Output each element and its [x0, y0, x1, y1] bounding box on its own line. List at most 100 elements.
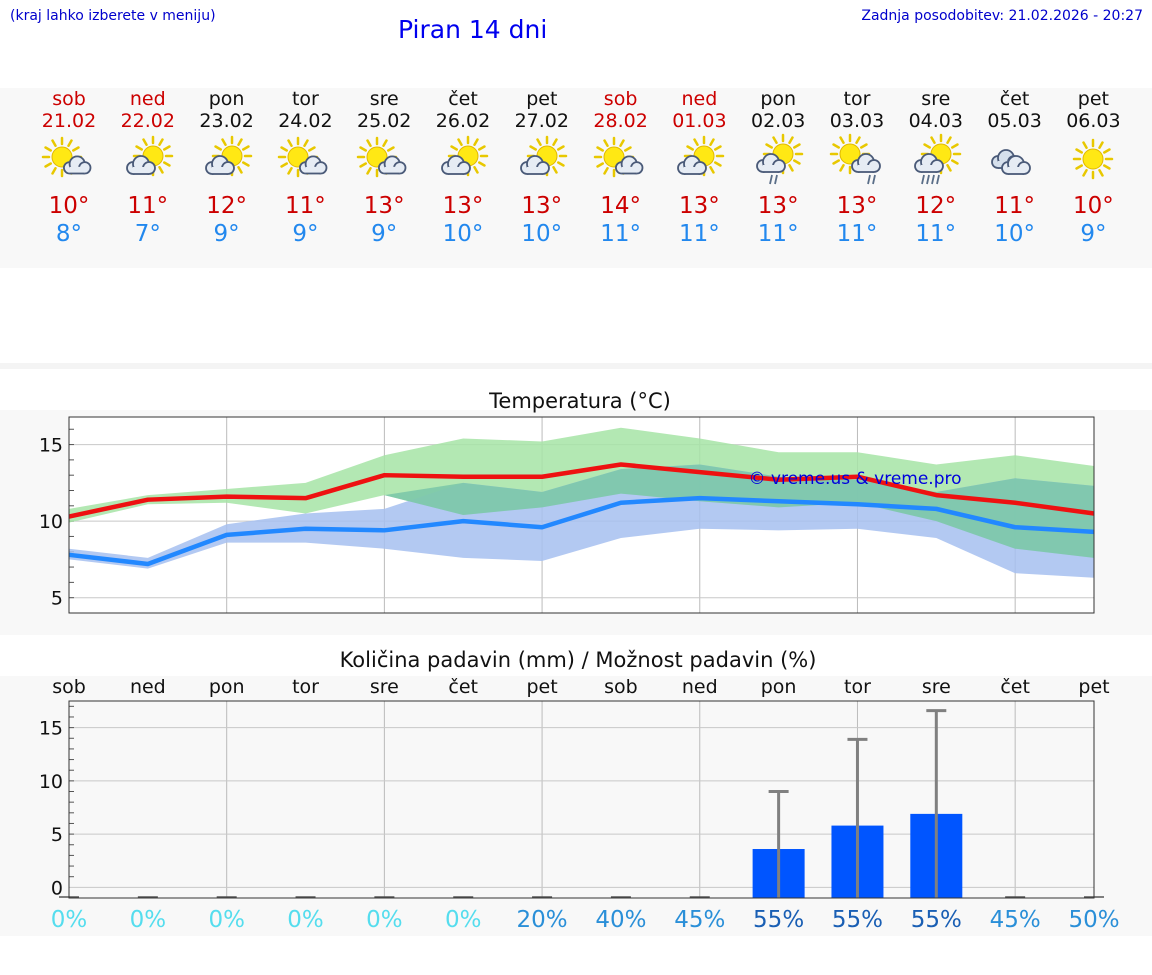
x-category-label: čet: [448, 676, 478, 698]
day-forecast: sre 25.02 13° 9°: [345, 88, 423, 248]
max-temperature: 11°: [127, 193, 169, 219]
location-menu-hint: (kraj lahko izberete v meniju): [10, 8, 216, 24]
day-date: 04.03: [908, 110, 963, 132]
min-temperature: 10°: [994, 221, 1035, 247]
x-category-label: ned: [130, 676, 166, 698]
day-forecast: pon 02.03 13° 11°: [739, 88, 817, 248]
min-temperature: 10°: [521, 221, 563, 247]
day-date: 21.02: [41, 110, 97, 132]
y-tick-label: 15: [39, 718, 63, 740]
watermark: © vreme.us & vreme.pro: [748, 469, 961, 489]
precipitation-probability-label: 55%: [911, 907, 962, 933]
cloud-shape: [62, 155, 92, 175]
x-category-label: sob: [52, 676, 86, 698]
day-name: tor: [291, 88, 319, 110]
x-category-label: pon: [209, 676, 245, 698]
plot-frame: [68, 416, 1095, 614]
cloud-shape: [204, 155, 235, 175]
max-temperature-line: [68, 462, 1095, 519]
sun-cloud-icon: [356, 136, 407, 178]
x-category-label: sre: [370, 676, 399, 698]
cloud-sun-icon: [125, 135, 174, 177]
cloud-shape: [677, 155, 708, 175]
x-category-label: pon: [761, 676, 797, 698]
cloud-sun-icon: [519, 135, 568, 177]
precipitation-probability-label: 40%: [595, 907, 646, 933]
y-tick-label: 10: [39, 771, 63, 793]
day-date: 24.02: [278, 110, 333, 132]
day-name: tor: [843, 88, 871, 110]
sun-cloud-icon: [41, 136, 92, 178]
max-temperature: 13°: [521, 193, 563, 219]
sun-disc: [1082, 148, 1104, 170]
day-name: ned: [129, 88, 166, 110]
cloud-shape: [1000, 155, 1031, 175]
x-category-label: čet: [1000, 676, 1030, 698]
sun-cloud-icon: [41, 136, 92, 178]
sun-cloud-icon: [356, 136, 407, 178]
day-forecast: sob 28.02 14° 11°: [582, 88, 660, 248]
min-temperature: 11°: [757, 221, 799, 247]
rain-drops: [769, 174, 779, 185]
precipitation-probability-label: 45%: [674, 907, 725, 933]
precipitation-probability-label: 0%: [130, 907, 167, 933]
min-temperature: 9°: [371, 221, 398, 247]
cloud-shape: [441, 155, 471, 175]
day-name: sob: [603, 88, 638, 110]
x-category-label: tor: [844, 676, 871, 698]
cloud-sun-heavy-rain-icon: [913, 133, 962, 185]
cloud-shape: [756, 153, 787, 173]
sun-cloud-icon: [593, 136, 643, 178]
cloud-sun-icon: [125, 135, 174, 177]
min-temperature: 11°: [915, 221, 957, 247]
day-name: pon: [208, 88, 245, 110]
cloud-sun-icon: [441, 135, 489, 177]
cloud-sun-icon: [204, 135, 252, 177]
day-name: pet: [1077, 88, 1109, 110]
min-temperature-line: [68, 495, 1095, 567]
day-name: sre: [369, 88, 399, 110]
divider: [0, 363, 1152, 369]
cloud-shape: [614, 155, 643, 175]
max-temperature: 10°: [48, 193, 90, 219]
day-date: 26.02: [435, 110, 491, 132]
day-forecast: pet 06.03 10° 9°: [1054, 88, 1132, 248]
min-temperature: 9°: [292, 221, 319, 247]
min-temperature: 8°: [55, 221, 83, 247]
temperature-chart: Temperatura (°C) 5 10 15 © vreme.us & vreme.…: [39, 389, 1095, 614]
cloud-shape: [378, 155, 407, 175]
rain-drops: [867, 174, 876, 185]
x-category-label: pet: [1078, 676, 1109, 698]
plot-frame: [68, 700, 1095, 899]
cloud-sun-icon: [677, 135, 725, 177]
min-temperature: 9°: [1080, 221, 1107, 247]
cloudy-icon: [990, 149, 1031, 175]
min-temperature: 7°: [134, 221, 161, 247]
precipitation-probability-label: 55%: [753, 907, 804, 933]
min-temperature: 11°: [600, 221, 641, 247]
x-category-label: ned: [682, 676, 718, 698]
day-forecast: čet 05.03 11° 10°: [976, 88, 1054, 248]
x-category-label: tor: [292, 676, 319, 698]
x-category-label: sre: [922, 676, 951, 698]
y-tick-label: 15: [39, 435, 63, 457]
max-temperature: 13°: [363, 193, 405, 219]
cloud-sun-rain-icon: [756, 133, 804, 185]
precipitation-probability-label: 0%: [287, 907, 324, 933]
day-forecast: tor 03.03 13° 11°: [818, 88, 896, 248]
day-forecast: ned 22.02 11° 7°: [109, 88, 187, 248]
precipitation-probability-label: 45%: [990, 907, 1041, 933]
max-temperature: 13°: [679, 193, 720, 219]
last-updated: Zadnja posodobitev: 21.02.2026 - 20:27: [861, 8, 1143, 24]
y-tick-label: 5: [51, 588, 63, 610]
sun-disc: [839, 143, 861, 165]
day-name: čet: [448, 88, 478, 110]
cloudy-icon: [990, 149, 1031, 175]
cloud-sun-icon: [677, 135, 725, 177]
max-temperature: 14°: [600, 193, 641, 219]
sun-rays: [1073, 138, 1114, 180]
precipitation-probability-label: 50%: [1068, 907, 1119, 933]
day-forecast: sob 21.02 10° 8°: [30, 88, 108, 248]
forecast-strip-background: [0, 88, 1152, 268]
cloud-sun-heavy-rain-icon: [913, 133, 962, 185]
